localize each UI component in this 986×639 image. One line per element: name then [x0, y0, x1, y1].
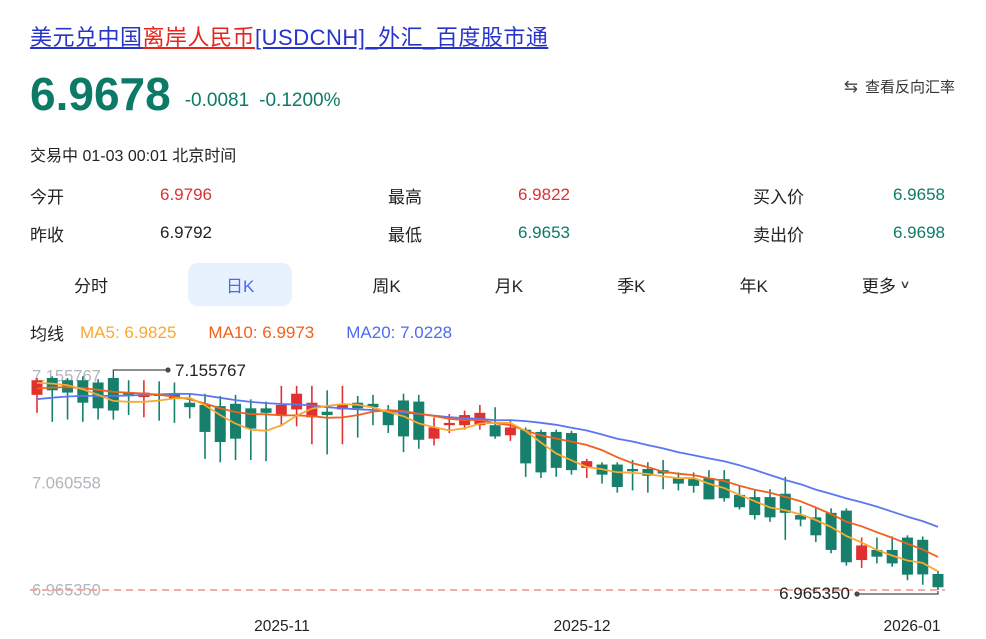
price-change-percent: -0.1200% — [259, 90, 341, 112]
field-value: 6.9796 — [160, 185, 212, 204]
tab-daily-k[interactable]: 日K — [188, 262, 293, 306]
price-block: 6.9678 -0.0081 -0.1200% — [30, 68, 341, 120]
ma20-value: MA20: 7.0228 — [346, 322, 453, 342]
field-label: 今开 — [30, 187, 64, 207]
field-value: 6.9792 — [160, 223, 212, 242]
chart-period-tabs: 分时 日K 周K 月K 季K 年K 更多 ∨ — [30, 262, 945, 306]
view-inverse-rate-link[interactable]: ⇆ 查看反向汇率 — [844, 76, 955, 97]
page-title-link[interactable]: 美元兑中国离岸人民币[USDCNH]_外汇_百度股市通 — [30, 20, 548, 52]
quote-field-ask: 卖出价 6.9698 — [753, 221, 945, 246]
field-label: 最高 — [388, 187, 422, 207]
title-highlight: 离岸人民币 — [142, 25, 256, 50]
candlestick-chart[interactable]: 7.155767 7.060558 6.965350 7.155767 6.965350… — [30, 358, 950, 635]
quote-summary-grid: 今开 6.9796 最高 6.9822 买入价 6.9658 昨收 6.9792… — [30, 176, 945, 252]
field-value: 6.9698 — [893, 223, 945, 242]
quote-field-high: 最高 6.9822 — [388, 183, 753, 208]
tab-more-label: 更多 — [861, 276, 896, 296]
field-label: 昨收 — [30, 225, 64, 245]
field-value: 6.9653 — [518, 223, 570, 242]
tab-yearly-k[interactable]: 年K — [739, 276, 768, 296]
x-axis-label-jan: 2026-01 — [883, 618, 941, 635]
quote-field-low: 最低 6.9653 — [388, 221, 753, 246]
title-part-2: [USDCNH]_外汇_百度股市通 — [255, 25, 549, 50]
tab-more[interactable]: 更多 ∨ — [848, 263, 923, 306]
ma10-value: MA10: 6.9973 — [208, 322, 315, 342]
tab-monthly-k[interactable]: 月K — [494, 276, 524, 296]
price-change: -0.0081 — [184, 90, 250, 112]
svg-text:7.060558: 7.060558 — [32, 475, 101, 493]
ma5-value: MA5: 6.9825 — [80, 322, 177, 342]
tab-minute[interactable]: 分时 — [74, 276, 108, 296]
chevron-down-icon: ∨ — [899, 278, 911, 291]
quote-field-open: 今开 6.9796 — [30, 183, 388, 208]
field-label: 最低 — [388, 225, 422, 245]
x-axis-label-nov: 2025-11 — [254, 618, 310, 635]
field-value: 6.9658 — [893, 185, 945, 204]
field-value: 6.9822 — [518, 185, 570, 204]
quote-field-prev-close: 昨收 6.9792 — [30, 221, 388, 246]
svg-text:7.155767: 7.155767 — [175, 361, 246, 380]
ma-legend-title: 均线 — [30, 325, 64, 344]
moving-average-legend: 均线 MA5: 6.9825 MA10: 6.9973 MA20: 7.0228 — [30, 320, 484, 345]
swap-arrows-icon: ⇆ — [843, 76, 858, 96]
field-label: 买入价 — [753, 187, 804, 207]
x-axis-label-dec: 2025-12 — [553, 618, 611, 635]
svg-text:6.965350: 6.965350 — [779, 584, 850, 603]
quote-field-bid: 买入价 6.9658 — [753, 183, 945, 208]
swap-link-label: 查看反向汇率 — [864, 79, 955, 96]
field-label: 卖出价 — [753, 225, 804, 245]
title-part-1: 美元兑中国 — [30, 25, 143, 50]
current-price: 6.9678 — [30, 68, 171, 120]
tab-weekly-k[interactable]: 周K — [372, 276, 401, 296]
tab-quarterly-k[interactable]: 季K — [617, 276, 646, 296]
trading-status: 交易中 01-03 00:01 北京时间 — [30, 148, 237, 165]
